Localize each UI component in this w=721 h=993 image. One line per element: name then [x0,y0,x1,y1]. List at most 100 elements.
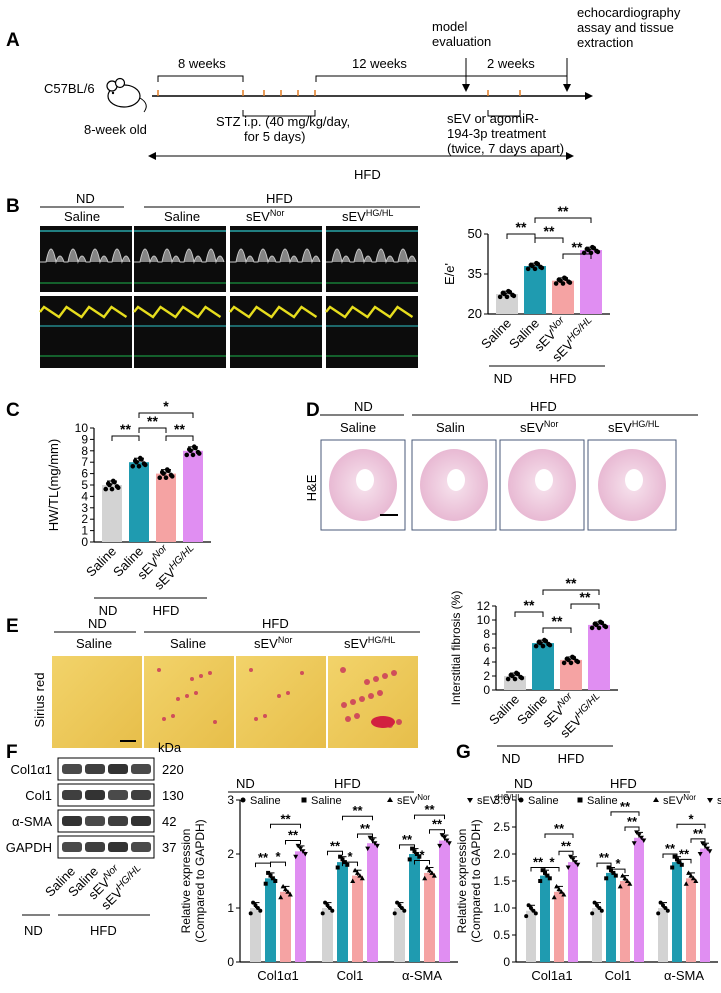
bar [672,862,682,962]
data-point [672,854,677,859]
legend-label: Saline [587,795,618,807]
data-point [497,294,503,300]
sig-bracket [138,427,167,433]
data-point [604,876,609,881]
bar [560,659,582,690]
x-tick-label: Col1 [605,968,632,983]
group-label-hfd: HFD [558,751,585,766]
timeline-echo-1: echocardiography [577,5,681,20]
data-point [592,621,598,627]
data-point [504,294,510,300]
sig-label: ** [280,811,291,826]
y-tick-label: 1.0 [493,901,510,915]
data-point [278,894,284,900]
blot-strip [57,783,155,807]
bar [686,878,696,962]
blot-kda-value: 42 [162,814,176,829]
bar [620,881,630,962]
timeline [148,58,593,160]
sirius-image [52,656,142,748]
data-point [357,873,363,878]
chart-g: 0 0.5 1.0 1.5 2.0 2.5 3.0 Relative expression (C… [455,776,721,983]
data-point [540,643,546,649]
data-point [543,870,547,875]
data-point [372,841,378,846]
timeline-seg2: 12 weeks [352,56,407,71]
group-label-hfd: HFD [153,603,180,618]
data-point [564,656,570,662]
bar [409,854,420,962]
data-point [431,873,437,878]
blot-band [131,790,151,800]
sig-bracket [506,233,536,239]
legend-marker [577,797,583,803]
timeline-stz-2: for 5 days) [244,129,305,144]
data-point [560,281,566,286]
sig-label: ** [402,832,413,847]
sig-label: ** [330,838,341,853]
bar [526,910,536,962]
data-point [302,852,308,857]
tissue-trace [229,305,318,319]
sig-bracket [570,603,600,609]
collagen-spot [350,699,356,705]
legend-marker [707,798,713,803]
sig-label: ** [665,841,676,856]
blot-row-label: Col1 [25,788,52,803]
e-head-hfd: HFD [262,616,289,631]
blot-band [108,790,128,800]
timeline-seg1: 8 weeks [178,56,226,71]
collagen-spot [185,694,189,698]
bar [554,891,564,962]
sig-bracket [514,611,544,617]
legend-label: Saline [528,795,559,807]
y-axis-label: HW/TL(mg/mm) [46,439,61,531]
data-point [338,854,343,859]
timeline-seg3: 2 weeks [487,56,535,71]
data-point [263,881,268,886]
data-point [670,865,675,870]
y-tick-label: 5 [81,478,88,492]
e-head-nd: ND [88,616,107,631]
data-point [110,478,116,484]
y-tick-label: 10 [75,421,89,435]
bar [424,872,435,962]
y-tick-label: 8 [483,627,490,641]
data-point [677,860,682,865]
collagen-spot [176,697,180,701]
data-point [285,889,291,894]
sig-label: ** [120,421,131,437]
blot-band [62,842,82,852]
timeline-treat-2: 194-3p treatment [447,126,546,141]
x-tick-label: Col1a1 [531,968,572,983]
sig-label: ** [572,239,583,255]
data-point [300,849,306,854]
sig-label: ** [599,850,610,865]
legend-marker [467,798,473,803]
y-axis-label: Relative expression [455,829,469,934]
data-point [590,244,595,250]
x-tick-label: Saline [83,544,119,580]
data-point [365,846,371,852]
sig-bracket [342,861,358,867]
d-head-nd: ND [354,399,373,414]
data-point [551,894,557,900]
data-point [355,870,360,875]
data-point [191,444,197,449]
data-point [399,906,404,910]
panel-label-g: G [456,742,471,763]
data-point [546,641,551,647]
data-point [568,854,574,860]
data-point [109,486,115,492]
b-head-sev-hghl: sEVHG/HL [342,208,393,224]
sig-label: ** [544,223,555,239]
data-point [195,449,201,455]
sig-bracket [558,850,574,856]
data-point [414,852,419,856]
sig-bracket [534,237,564,243]
timeline-model-2: evaluation [432,34,491,49]
data-point [410,846,415,851]
blot-band [62,790,82,800]
